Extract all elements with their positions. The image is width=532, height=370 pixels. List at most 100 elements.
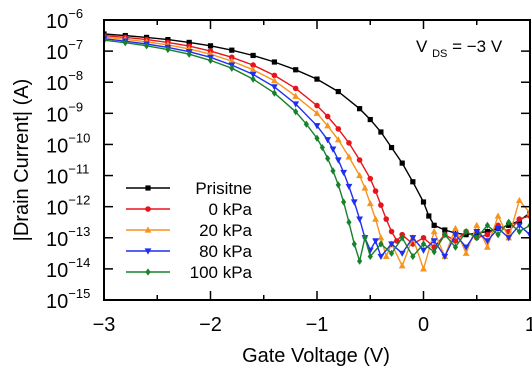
series-line — [104, 38, 530, 258]
data-point — [420, 199, 427, 205]
data-point — [303, 120, 309, 128]
data-point — [420, 234, 427, 241]
data-point — [335, 181, 341, 189]
data-point — [229, 54, 235, 61]
data-point — [314, 76, 320, 82]
data-point — [431, 222, 437, 228]
data-point — [249, 66, 257, 73]
data-point — [378, 240, 384, 248]
data-point — [144, 42, 150, 50]
y-tick-label: 10−7 — [46, 37, 83, 64]
data-point — [398, 262, 406, 269]
data-point — [165, 45, 171, 54]
data-point — [325, 154, 331, 163]
data-point — [292, 92, 300, 99]
data-point — [372, 188, 379, 194]
y-tick-label: 10−9 — [46, 99, 83, 126]
data-point — [340, 169, 348, 177]
data-point — [228, 57, 236, 64]
legend-label: 100 kPa — [190, 263, 253, 282]
vds-annotation-suffix: = −3 V — [452, 37, 503, 56]
data-point — [165, 37, 171, 43]
data-point — [372, 238, 379, 245]
data-point — [388, 144, 395, 151]
data-point — [442, 227, 448, 233]
data-point — [420, 265, 427, 272]
vds-annotation-subscript: DS — [432, 48, 447, 60]
data-point — [292, 85, 299, 92]
x-tick-label: −3 — [93, 314, 116, 336]
legend-marker — [145, 268, 151, 276]
series-100-kpa — [104, 36, 530, 265]
data-point — [377, 234, 385, 241]
data-point — [378, 202, 384, 208]
data-point — [474, 234, 480, 242]
series-0-kpa — [104, 32, 530, 250]
series-layer — [104, 31, 530, 272]
legend: Prisitne 0 kPa 20 kPa 80 kPa 100 kPa — [126, 179, 253, 282]
y-tick-label: 10−11 — [46, 162, 89, 189]
legend-label: Prisitne — [195, 179, 252, 198]
data-point — [473, 228, 481, 236]
data-point — [452, 238, 459, 244]
legend-entry: Prisitne — [126, 179, 252, 198]
legend-marker — [144, 226, 152, 233]
legend-label: 20 kPa — [199, 221, 252, 240]
x-axis-label: Gate Voltage (V) — [242, 345, 390, 367]
data-point — [334, 157, 342, 164]
data-point — [394, 238, 400, 244]
data-point — [462, 244, 470, 251]
legend-marker — [145, 206, 151, 212]
plot-frame — [103, 19, 531, 301]
data-point — [388, 228, 395, 235]
data-point — [516, 227, 522, 236]
data-point — [426, 213, 432, 219]
data-point — [442, 231, 448, 239]
vds-annotation: V DS = −3 V — [416, 37, 503, 61]
data-point — [250, 75, 256, 83]
data-point — [452, 224, 459, 232]
data-point — [271, 89, 277, 97]
data-point — [367, 252, 373, 261]
data-point — [334, 136, 342, 143]
data-point — [516, 216, 523, 222]
legend-marker — [144, 248, 152, 255]
data-point — [505, 235, 513, 242]
data-point — [484, 228, 490, 235]
series-prisitne — [104, 31, 530, 238]
series-80-kpa — [104, 36, 530, 261]
data-point — [271, 84, 278, 91]
x-tick-label: 1 — [525, 314, 532, 336]
data-point — [494, 225, 502, 233]
ticks-layer — [103, 19, 531, 301]
data-point — [324, 113, 331, 120]
data-point — [484, 243, 491, 250]
data-point — [351, 240, 357, 248]
data-point — [357, 257, 363, 265]
data-point — [410, 252, 416, 261]
data-point — [186, 50, 192, 58]
data-point — [207, 56, 214, 65]
data-point — [462, 249, 470, 256]
data-point — [410, 179, 416, 185]
data-point — [399, 234, 405, 242]
data-point — [249, 71, 257, 79]
data-point — [345, 153, 353, 160]
data-point — [431, 248, 437, 256]
data-point — [324, 137, 332, 144]
data-point — [314, 102, 320, 109]
data-point — [271, 72, 278, 79]
data-point — [399, 160, 405, 166]
data-point — [430, 227, 438, 235]
data-point — [484, 231, 491, 238]
x-tick-label: −2 — [199, 314, 222, 336]
data-point — [345, 183, 353, 191]
data-point — [250, 52, 256, 59]
legend-entry: 20 kPa — [126, 221, 253, 240]
data-point — [506, 218, 512, 226]
y-axis-label: |Drain Current| (A) — [11, 79, 33, 242]
data-point — [293, 108, 299, 116]
data-point — [367, 175, 374, 182]
data-point — [319, 143, 325, 152]
data-point — [186, 39, 192, 45]
